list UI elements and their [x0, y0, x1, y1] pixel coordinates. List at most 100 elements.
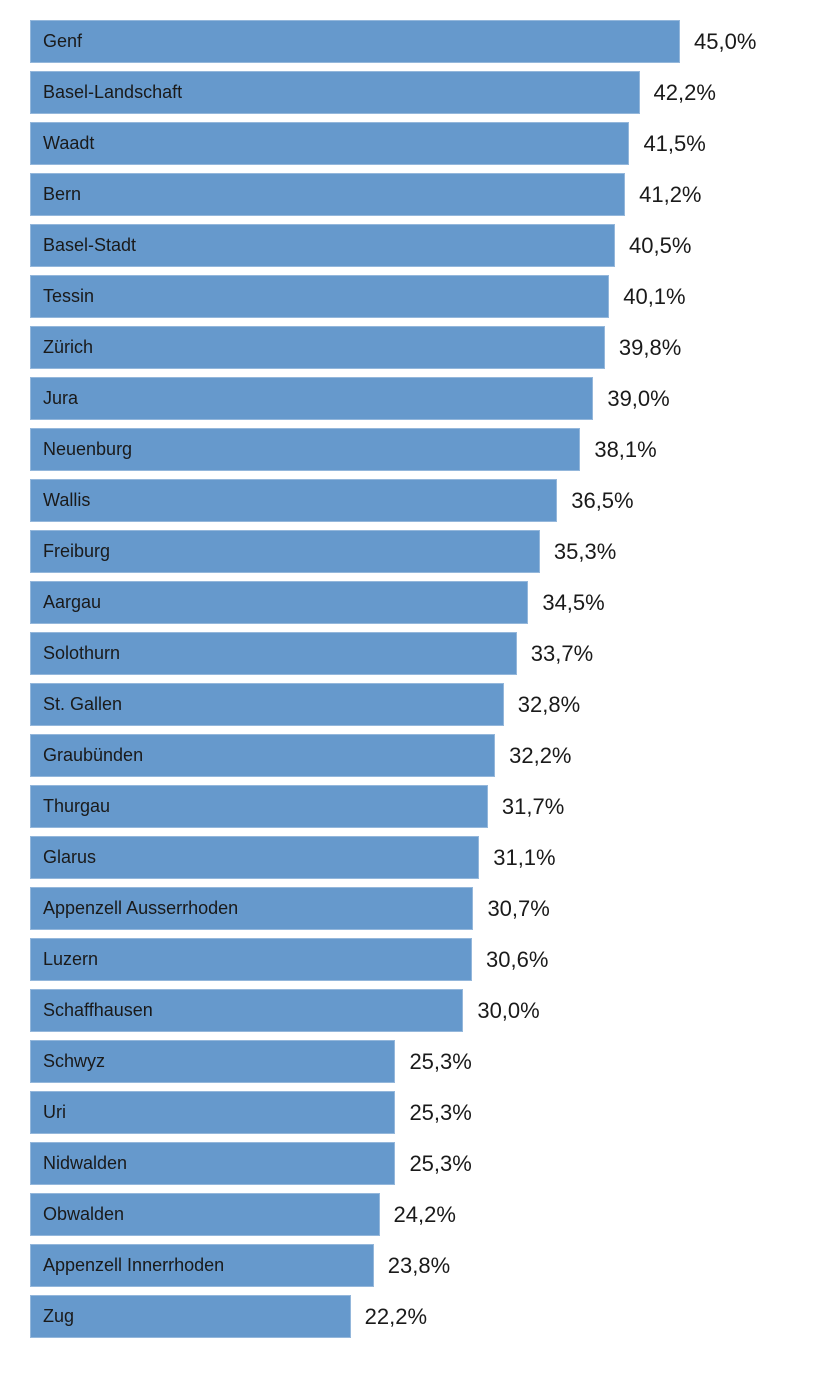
bar-value: 39,0%	[607, 386, 669, 412]
bar-value: 30,6%	[486, 947, 548, 973]
bar: Basel-Stadt	[30, 224, 615, 267]
bar: Zug	[30, 1295, 351, 1338]
bar-label: Glarus	[43, 847, 96, 868]
bar-label: Genf	[43, 31, 82, 52]
bar-row: Aargau 34,5%	[30, 581, 800, 624]
bar-value: 24,2%	[394, 1202, 456, 1228]
bar-value: 30,7%	[487, 896, 549, 922]
bar: Genf	[30, 20, 680, 63]
bar-value: 33,7%	[531, 641, 593, 667]
bar-value: 31,7%	[502, 794, 564, 820]
bar-row: Wallis 36,5%	[30, 479, 800, 522]
bar-label: Bern	[43, 184, 81, 205]
bar-value: 39,8%	[619, 335, 681, 361]
bar-label: Basel-Stadt	[43, 235, 136, 256]
bar: Luzern	[30, 938, 472, 981]
bar: Bern	[30, 173, 625, 216]
bar-row: Graubünden 32,2%	[30, 734, 800, 777]
bar: Glarus	[30, 836, 479, 879]
bar-value: 31,1%	[493, 845, 555, 871]
bar: Graubünden	[30, 734, 495, 777]
bar: Appenzell Innerrhoden	[30, 1244, 374, 1287]
bar: Uri	[30, 1091, 395, 1134]
bar-row: Waadt 41,5%	[30, 122, 800, 165]
bar-row: Bern 41,2%	[30, 173, 800, 216]
bar: Aargau	[30, 581, 528, 624]
bar-label: Neuenburg	[43, 439, 132, 460]
bar-value: 38,1%	[594, 437, 656, 463]
bar-row: Basel-Landschaft 42,2%	[30, 71, 800, 114]
bar: Wallis	[30, 479, 557, 522]
bar-label: Thurgau	[43, 796, 110, 817]
bar-label: Schwyz	[43, 1051, 105, 1072]
bar-label: Appenzell Ausserrhoden	[43, 898, 238, 919]
bar: St. Gallen	[30, 683, 504, 726]
bar-label: Waadt	[43, 133, 94, 154]
bar: Tessin	[30, 275, 609, 318]
bar: Schwyz	[30, 1040, 395, 1083]
bar-row: Freiburg 35,3%	[30, 530, 800, 573]
bar-label: Luzern	[43, 949, 98, 970]
bar-label: Nidwalden	[43, 1153, 127, 1174]
bar-row: Appenzell Innerrhoden 23,8%	[30, 1244, 800, 1287]
bar-value: 36,5%	[571, 488, 633, 514]
bar-value: 32,2%	[509, 743, 571, 769]
bar-label: Jura	[43, 388, 78, 409]
bar-label: Basel-Landschaft	[43, 82, 182, 103]
bar: Appenzell Ausserrhoden	[30, 887, 473, 930]
bar-value: 42,2%	[654, 80, 716, 106]
bar-row: Schwyz 25,3%	[30, 1040, 800, 1083]
bar: Thurgau	[30, 785, 488, 828]
bar-row: Neuenburg 38,1%	[30, 428, 800, 471]
bar-row: Schaffhausen 30,0%	[30, 989, 800, 1032]
bar-label: St. Gallen	[43, 694, 122, 715]
bar-value: 40,1%	[623, 284, 685, 310]
bar-value: 25,3%	[409, 1151, 471, 1177]
bar: Waadt	[30, 122, 629, 165]
bar-value: 30,0%	[477, 998, 539, 1024]
bar-label: Graubünden	[43, 745, 143, 766]
bar-row: Zürich 39,8%	[30, 326, 800, 369]
bar-row: Thurgau 31,7%	[30, 785, 800, 828]
bar-value: 25,3%	[409, 1049, 471, 1075]
bar: Nidwalden	[30, 1142, 395, 1185]
bar: Obwalden	[30, 1193, 380, 1236]
horizontal-bar-chart: Genf45,0% Basel-Landschaft 42,2% Waadt 41,5%…	[30, 20, 800, 1338]
bar-label: Obwalden	[43, 1204, 124, 1225]
bar-row: Luzern 30,6%	[30, 938, 800, 981]
bar-row: Glarus 31,1%	[30, 836, 800, 879]
bar-value: 41,2%	[639, 182, 701, 208]
bar-label: Zug	[43, 1306, 74, 1327]
bar-value: 32,8%	[518, 692, 580, 718]
bar-row: St. Gallen 32,8%	[30, 683, 800, 726]
bar-value: 35,3%	[554, 539, 616, 565]
bar-label: Wallis	[43, 490, 90, 511]
bar: Freiburg	[30, 530, 540, 573]
bar-value: 23,8%	[388, 1253, 450, 1279]
bar-row: Genf45,0%	[30, 20, 800, 63]
bar-row: Appenzell Ausserrhoden 30,7%	[30, 887, 800, 930]
bar-label: Uri	[43, 1102, 66, 1123]
bar-label: Freiburg	[43, 541, 110, 562]
bar: Schaffhausen	[30, 989, 463, 1032]
bar-row: Solothurn 33,7%	[30, 632, 800, 675]
bar-label: Schaffhausen	[43, 1000, 153, 1021]
bar-value: 40,5%	[629, 233, 691, 259]
bar-row: Basel-Stadt 40,5%	[30, 224, 800, 267]
bar-label: Zürich	[43, 337, 93, 358]
bar: Zürich	[30, 326, 605, 369]
bar-value: 22,2%	[365, 1304, 427, 1330]
bar-row: Tessin 40,1%	[30, 275, 800, 318]
bar-row: Zug 22,2%	[30, 1295, 800, 1338]
bar-label: Aargau	[43, 592, 101, 613]
bar-value: 41,5%	[643, 131, 705, 157]
bar-value: 25,3%	[409, 1100, 471, 1126]
bar: Jura	[30, 377, 593, 420]
bar-label: Tessin	[43, 286, 94, 307]
bar-label: Solothurn	[43, 643, 120, 664]
bar-row: Nidwalden 25,3%	[30, 1142, 800, 1185]
bar-row: Uri 25,3%	[30, 1091, 800, 1134]
bar: Basel-Landschaft	[30, 71, 640, 114]
bar-value: 34,5%	[542, 590, 604, 616]
bar: Solothurn	[30, 632, 517, 675]
